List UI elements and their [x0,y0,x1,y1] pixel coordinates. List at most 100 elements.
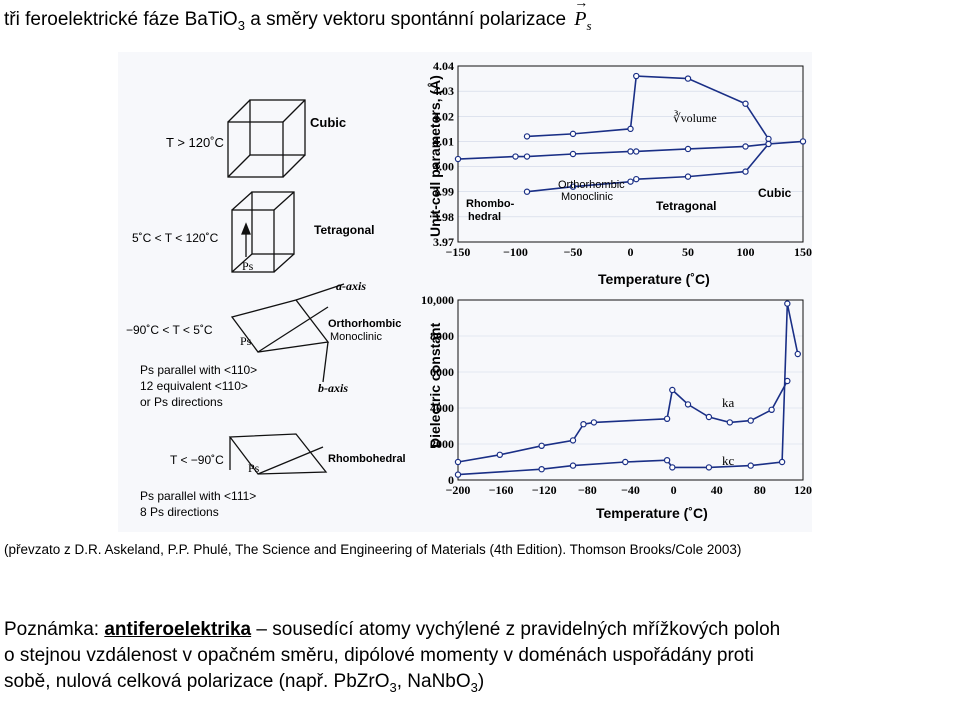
dielectric-point [778,458,786,466]
dielectric-xlabel: Temperature (˚C) [596,505,708,521]
dielectric-xtick: 120 [794,483,812,497]
lattice-point [742,100,749,107]
lattice-point [512,153,519,160]
dielectric-xtick: −200 [446,483,471,497]
tetragonal-ps: Ps [242,259,254,273]
dielectric-ytick: 10,000 [421,293,454,307]
lattice-point [523,133,531,140]
lattice-point [627,148,634,155]
lattice-xtick: 150 [794,245,812,259]
dielectric-point [569,437,577,444]
lattice-point [684,173,692,180]
lattice-point [765,140,772,148]
ortho-note-2: 12 equivalent <110> [140,379,248,393]
lattice-xtick: −100 [503,245,528,259]
lattice-ytick: 4.03 [433,84,454,98]
dielectric-point [726,419,734,426]
dielectric-point [684,401,692,408]
dielectric-point [705,413,713,421]
orthorhombic-condition: −90˚C < T < 5˚C [126,323,213,337]
lattice-point [684,145,692,153]
dielectric-point [768,406,775,413]
ka-label: ka [722,395,735,410]
dielectric-point [538,442,545,449]
lattice-ytick: 4.01 [433,134,454,148]
lattice-xtick: −50 [564,245,583,259]
lattice-frame [457,65,804,243]
note-paragraph: Poznámka: antiferoelektrika – sousedící … [4,619,781,695]
dielectric-ytick: 6000 [430,365,454,379]
lattice-point [523,188,531,195]
dielectric-point [663,457,671,464]
lattice-series-line [526,75,770,140]
orthorhombic-cell-diagram [230,283,345,383]
rhombo-note-2: 8 Ps directions [140,505,219,519]
lattice-point [742,168,749,175]
textbook-figure: Cubic T > 120˚C Ps Tetragonal 5˚C < T < … [118,52,812,532]
lattice-xtick: 0 [628,245,634,259]
lattice-point [633,175,640,183]
lattice-point [633,72,640,80]
cubic-cell-diagram [227,99,306,178]
dielectric-ytick: 8000 [430,329,454,343]
note-term: antiferoelektrika [104,619,252,640]
lattice-ytick: 3.97 [433,235,454,249]
rhombo-note-1: Ps parallel with <111> [140,489,256,503]
lattice-point [633,148,640,155]
dielectric-ylabel: Dielectric constant [427,322,443,448]
lattice-point [523,153,531,160]
lattice-ytick: 3.99 [433,185,454,199]
dielectric-point [454,458,462,466]
lattice-ytick: 4.02 [433,109,454,123]
dielectric-series-line [457,303,799,476]
tetragonal-condition: 5˚C < T < 120˚C [132,231,219,245]
note-line2: o stejnou vzdálenost v opačném směru, di… [4,645,754,666]
dielectric-point [669,386,676,394]
dielectric-xtick: −40 [621,483,640,497]
dielectric-xtick: 80 [754,483,766,497]
lattice-xlabel: Temperature (˚C) [598,271,710,287]
lattice-ytick: 4.00 [433,160,454,174]
dielectric-xtick: 0 [671,483,677,497]
dielectric-point [784,300,791,307]
lattice-parameter-chart: Unit-cell parameters, (Å) 4.04 4.03 4.02 4.… [427,59,812,287]
rhombohedral-label: Rhombohedral [328,453,406,465]
dielectric-xtick: −160 [489,483,514,497]
dielectric-xtick: −80 [578,483,597,497]
page-title: tři feroelektrické fáze BaTiO3 a směry v… [4,0,592,33]
orthorhombic-ps: Ps [240,334,252,348]
rhombo-label-2: hedral [468,211,501,223]
dielectric-point [454,471,462,478]
dielectric-frame [457,299,804,481]
dielectric-constant-chart: Dielectric constant 10,00080006000400020… [421,293,812,521]
dielectric-ytick: 4000 [430,401,454,415]
dielectric-point [747,462,754,469]
dielectric-point [590,419,598,426]
lattice-point [627,178,634,185]
tetra-label: Tetragonal [656,199,716,213]
lattice-ylabel: Unit-cell parameters, (Å) [427,75,443,237]
dielectric-point [663,415,671,422]
polarization-vector-symbol: → Ps [574,0,592,33]
lattice-point [454,155,462,163]
a-axis-label: a-axis [336,279,366,293]
lattice-point [765,135,772,143]
lattice-point [569,130,577,138]
ortho-note-1: Ps parallel with <110> [140,363,257,377]
lattice-xtick: 50 [682,245,694,259]
monoclinic-label: Monoclinic [330,331,382,343]
lattice-point [799,138,807,145]
lattice-point [569,150,577,158]
b-axis-label: b-axis [318,381,348,395]
dielectric-xtick: 40 [711,483,723,497]
rhombo-label-1: Rhombo- [466,198,515,210]
ortho-note-3: or Ps directions [140,395,223,409]
dielectric-ytick: 0 [448,473,454,487]
cubic-label: Cubic [310,115,346,130]
rhombohedral-ps: Ps [248,461,260,475]
tetragonal-label: Tetragonal [314,223,374,237]
lattice-point [627,125,634,133]
cubic-chart-label: Cubic [758,186,792,200]
dielectric-point [622,458,629,466]
lattice-xtick: 100 [737,245,755,259]
